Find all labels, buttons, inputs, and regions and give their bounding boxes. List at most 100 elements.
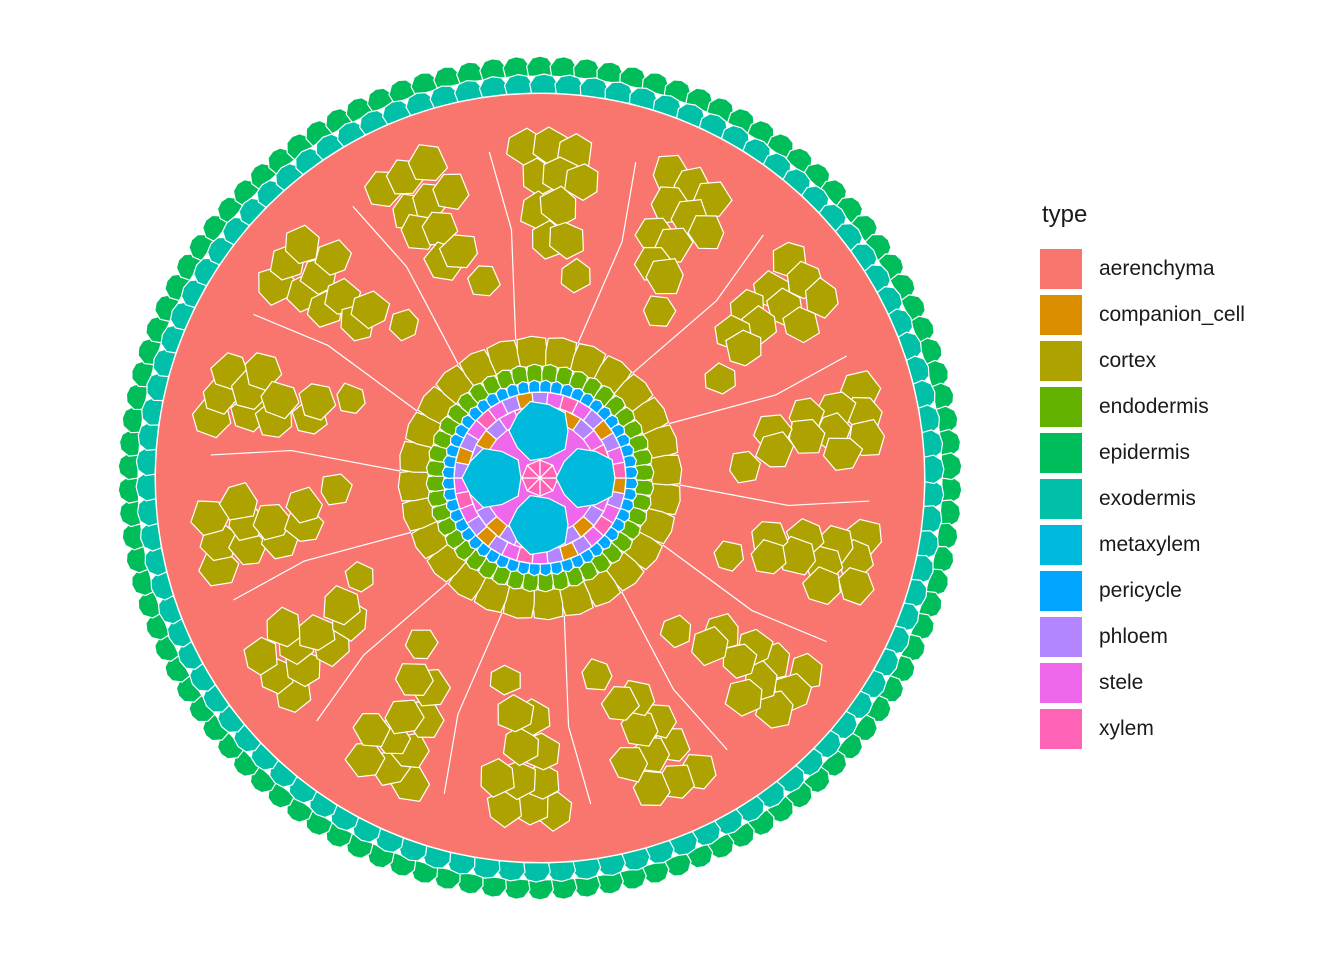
- metaxylem-vessel: [508, 494, 569, 556]
- cortex-cell: [344, 560, 374, 593]
- aerenchyma-divider: [621, 591, 728, 751]
- metaxylem-layer: [461, 400, 616, 556]
- exodermis-cell: [453, 80, 484, 103]
- epidermis-cell: [525, 55, 555, 77]
- cortex-cell: [549, 221, 585, 260]
- epidermis-cell: [572, 58, 601, 81]
- metaxylem-vessel: [555, 447, 616, 509]
- cortex-cell: [725, 329, 762, 367]
- exodermis-cell: [604, 81, 634, 105]
- cortex-cell: [532, 587, 564, 621]
- exodermis-cell: [571, 858, 602, 880]
- aerenchyma-divider: [443, 612, 503, 794]
- legend-item-stele: stele: [1040, 660, 1300, 706]
- exodermis-cell: [554, 74, 585, 96]
- exodermis-cell: [916, 530, 939, 560]
- cortex-cell: [218, 482, 258, 521]
- epidermis-cell: [940, 452, 963, 481]
- legend-label: exodermis: [1099, 487, 1196, 510]
- cortex-cell: [394, 663, 434, 697]
- pericycle-cell: [527, 562, 542, 577]
- cortex-cell: [729, 450, 762, 484]
- exodermis-cell: [923, 454, 945, 485]
- legend-item-companion-cell: companion_cell: [1040, 292, 1300, 338]
- legend-item-cortex: cortex: [1040, 338, 1300, 384]
- legend-title: type: [1042, 201, 1088, 228]
- epidermis-cell: [479, 875, 508, 898]
- epidermis-cell: [117, 452, 140, 481]
- aerenchyma-divider: [210, 449, 401, 472]
- exodermis-cell: [470, 856, 501, 879]
- cortex-cell: [659, 614, 692, 649]
- aerenchyma-divider: [488, 151, 517, 341]
- exodermis-cell: [137, 421, 160, 452]
- legend-item-epidermis: epidermis: [1040, 430, 1300, 476]
- legend-label: metaxylem: [1099, 533, 1201, 556]
- cortex-cell: [649, 454, 683, 486]
- exodermis-cell: [596, 853, 627, 876]
- cortex-cell: [645, 257, 684, 295]
- cortex-cell: [801, 566, 842, 606]
- legend-swatch: [1040, 663, 1082, 703]
- cortex-cell: [404, 629, 439, 660]
- exodermis-cell: [920, 504, 943, 535]
- metaxylem-vessel: [461, 447, 522, 509]
- aerenchyma-divider: [662, 544, 827, 643]
- legend-swatch: [1040, 525, 1082, 565]
- legend-item-pericycle: pericycle: [1040, 568, 1300, 614]
- cortex-cell: [713, 540, 745, 572]
- exodermis-cell: [141, 396, 164, 426]
- legend-item-exodermis: exodermis: [1040, 476, 1300, 522]
- cortex-cell: [397, 470, 431, 502]
- cortex-cell: [642, 295, 677, 327]
- legend-label: cortex: [1099, 349, 1157, 372]
- cortex-cell: [564, 163, 599, 202]
- cortex-cell: [352, 712, 391, 748]
- legend-label: phloem: [1099, 625, 1168, 648]
- cortex-cell: [243, 636, 278, 676]
- epidermis-cell: [549, 877, 578, 900]
- exodermis-cell: [136, 497, 159, 527]
- exodermis-cell: [921, 429, 944, 459]
- legend-swatch: [1040, 479, 1082, 519]
- metaxylem-vessel: [508, 400, 569, 462]
- aerenchyma-divider: [233, 531, 412, 601]
- legend-swatch: [1040, 571, 1082, 611]
- exodermis-cell: [478, 76, 509, 98]
- cortex-cell: [407, 144, 449, 182]
- exodermis-cell: [446, 851, 476, 875]
- exodermis-cell: [135, 446, 157, 477]
- root-cross-section-diagram: [117, 55, 963, 901]
- cortex-cell: [724, 678, 763, 717]
- epidermis-cell: [117, 475, 140, 504]
- legend-label: pericycle: [1099, 579, 1182, 602]
- exodermis-cell: [135, 471, 157, 502]
- cortex-cell: [497, 694, 535, 733]
- cortex-cell: [467, 265, 502, 297]
- exodermis-cell: [546, 860, 577, 883]
- exodermis-layer: [135, 73, 945, 883]
- legend-item-metaxylem: metaxylem: [1040, 522, 1300, 568]
- aerenchyma-divider: [563, 615, 592, 805]
- aerenchyma-divider: [577, 162, 637, 344]
- legend-swatch: [1040, 249, 1082, 289]
- pericycle-cell: [624, 465, 639, 480]
- cortex-cell: [285, 486, 323, 524]
- exodermis-cell: [923, 479, 945, 510]
- epidermis-cell: [502, 56, 531, 79]
- pericycle-cell: [441, 465, 456, 480]
- pericycle-layer: [441, 379, 639, 577]
- cortex-cell: [704, 362, 736, 395]
- aerenchyma-divider: [316, 582, 448, 722]
- cortex-cell: [314, 239, 353, 276]
- cortex-cell: [384, 699, 425, 735]
- cortex-cell: [750, 539, 787, 575]
- cortex-cell: [788, 418, 826, 454]
- cortex-cell: [388, 308, 420, 342]
- aerenchyma-divider: [679, 484, 870, 507]
- legend-swatch: [1040, 433, 1082, 473]
- cortex-cell: [560, 257, 591, 294]
- xylem-cell: [538, 464, 559, 479]
- legend-item-phloem: phloem: [1040, 614, 1300, 660]
- legend-item-endodermis: endodermis: [1040, 384, 1300, 430]
